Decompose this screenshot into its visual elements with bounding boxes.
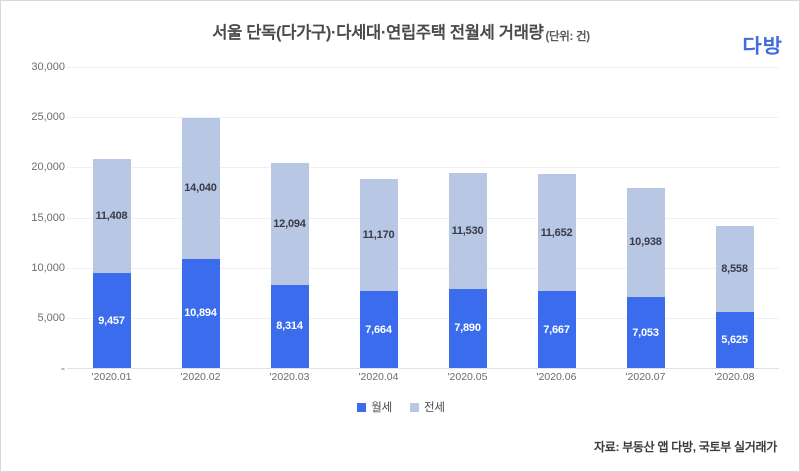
bar-group[interactable]: 11,170 7,664 xyxy=(359,179,398,368)
y-axis-tick-label: 5,000 xyxy=(37,311,65,324)
legend-swatch xyxy=(410,402,419,412)
y-axis-tick-label: 30,000 xyxy=(31,61,65,73)
bar-value-label: 11,170 xyxy=(362,229,395,242)
chart-unit-label: (단위: 건) xyxy=(545,31,590,43)
legend-swatch xyxy=(357,402,367,412)
bar-group[interactable]: 11,530 7,890 xyxy=(448,173,487,368)
bar-value-label: 11,652 xyxy=(540,226,573,239)
y-axis-tick-label: 25,000 xyxy=(31,111,65,124)
bar-segment-jeonse[interactable]: 11,170 xyxy=(359,179,398,292)
bar-group[interactable]: 14,040 10,894 xyxy=(181,117,220,368)
plot-area: - 5,000 10,000 15,000 20,000 25,000 30,000 11,… xyxy=(31,61,779,375)
bar-segment-jeonse[interactable]: 12,094 xyxy=(270,163,309,285)
bar-value-label: 10,938 xyxy=(629,236,662,249)
x-axis-tick-label: '2020.06 xyxy=(536,371,577,383)
bar-value-label: 10,894 xyxy=(184,307,217,320)
chart-header: 서울 단독(다가구)·다세대·연립주택 전월세 거래량 (단위: 건) 다방 xyxy=(1,19,799,57)
x-axis-tick-label: '2020.04 xyxy=(358,371,399,383)
bar-group[interactable]: 10,938 7,053 xyxy=(626,187,665,368)
title-wrap: 서울 단독(다가구)·다세대·연립주택 전월세 거래량 (단위: 건) xyxy=(1,19,799,43)
x-axis-tick-label: '2020.07 xyxy=(625,371,666,383)
bar-group[interactable]: 8,558 5,625 xyxy=(715,225,754,368)
gridline xyxy=(67,317,779,319)
bar-value-label: 9,457 xyxy=(98,314,125,327)
bar-segment-jeonse[interactable]: 10,938 xyxy=(626,187,665,298)
bar-value-label: 7,664 xyxy=(365,323,392,336)
bar-value-label: 5,625 xyxy=(721,333,748,346)
bar-segment-jeonse[interactable]: 8,558 xyxy=(715,225,754,312)
gridline xyxy=(67,67,779,68)
source-note: 자료: 부동산 앱 다방, 국토부 실거래가 xyxy=(593,440,777,454)
bar-segment-monthly-rent[interactable]: 5,625 xyxy=(715,311,754,368)
bar-value-label: 11,408 xyxy=(95,209,128,222)
bar-value-label: 12,094 xyxy=(273,217,306,230)
bar-segment-jeonse[interactable]: 14,040 xyxy=(181,117,220,259)
legend-label: 월세 xyxy=(371,402,392,414)
bar-value-label: 14,040 xyxy=(184,182,217,195)
bar-series-container: 11,408 9,457 14,040 10,894 12,094 8,314 11,170… xyxy=(67,67,779,368)
bar-value-label: 7,053 xyxy=(632,326,659,339)
bar-value-label: 8,314 xyxy=(276,320,303,333)
bar-value-label: 11,530 xyxy=(451,225,484,237)
gridline xyxy=(67,217,779,219)
bar-group[interactable]: 12,094 8,314 xyxy=(270,163,309,368)
gridline xyxy=(67,117,779,119)
bar-segment-monthly-rent[interactable]: 7,664 xyxy=(359,291,398,368)
bar-segment-jeonse[interactable]: 11,652 xyxy=(537,174,576,292)
page-title: 서울 단독(다가구)·다세대·연립주택 전월세 거래량 xyxy=(212,24,544,42)
bar-group[interactable]: 11,652 7,667 xyxy=(537,174,576,368)
x-axis: '2020.01 '2020.02 '2020.03 '2020.04 '2020.05… xyxy=(67,371,779,389)
y-axis-tick-label: 15,000 xyxy=(31,211,65,224)
y-axis-tick-label: 10,000 xyxy=(31,261,65,274)
chart-legend: 월세 전세 xyxy=(1,399,799,415)
bar-value-label: 8,558 xyxy=(721,262,748,275)
y-axis-tick-label: 20,000 xyxy=(31,161,65,174)
gridline xyxy=(67,267,779,269)
gridline xyxy=(67,368,779,369)
x-axis-tick-label: '2020.02 xyxy=(180,371,221,383)
bar-segment-monthly-rent[interactable]: 7,053 xyxy=(626,297,665,368)
bar-segment-monthly-rent[interactable]: 10,894 xyxy=(181,258,220,368)
legend-label: 전세 xyxy=(424,402,445,414)
bar-segment-monthly-rent[interactable]: 9,457 xyxy=(92,273,131,368)
bar-value-label: 7,890 xyxy=(454,322,481,335)
bar-segment-jeonse[interactable]: 11,408 xyxy=(92,158,131,274)
gridline xyxy=(67,167,779,169)
bar-segment-monthly-rent[interactable]: 7,890 xyxy=(448,288,487,368)
bar-segment-monthly-rent[interactable]: 8,314 xyxy=(270,284,309,368)
bar-segment-monthly-rent[interactable]: 7,667 xyxy=(537,291,576,368)
dabang-logo: 다방 xyxy=(742,34,783,57)
legend-item[interactable]: 전세 xyxy=(410,399,445,415)
bar-value-label: 7,667 xyxy=(543,323,570,336)
bar-segment-jeonse[interactable]: 11,530 xyxy=(448,173,487,289)
y-axis-tick-label: - xyxy=(61,361,65,375)
x-axis-tick-label: '2020.05 xyxy=(447,371,488,383)
x-axis-tick-label: '2020.03 xyxy=(269,371,310,383)
bar-group[interactable]: 11,408 9,457 xyxy=(92,158,131,368)
x-axis-tick-label: '2020.01 xyxy=(91,371,132,383)
legend-item[interactable]: 월세 xyxy=(357,399,392,415)
x-axis-tick-label: '2020.08 xyxy=(714,371,755,383)
